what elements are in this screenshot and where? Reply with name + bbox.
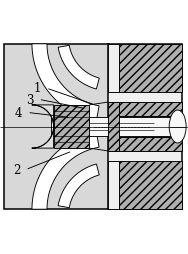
Bar xyxy=(4,45,109,209)
Bar xyxy=(119,45,182,92)
Polygon shape xyxy=(58,164,99,208)
Polygon shape xyxy=(32,105,54,149)
Polygon shape xyxy=(32,133,99,209)
Text: 3: 3 xyxy=(26,93,34,106)
Bar xyxy=(108,162,119,209)
Text: 4: 4 xyxy=(15,106,23,119)
Bar xyxy=(119,103,182,117)
Text: 2: 2 xyxy=(13,164,21,177)
Polygon shape xyxy=(32,45,99,121)
Bar xyxy=(108,45,182,209)
Text: 1: 1 xyxy=(34,82,41,95)
Bar xyxy=(119,162,182,209)
Ellipse shape xyxy=(169,110,186,144)
Bar xyxy=(108,45,119,92)
Bar xyxy=(119,137,182,151)
Bar xyxy=(51,118,182,136)
Bar xyxy=(54,105,89,149)
Bar xyxy=(108,103,119,151)
Bar xyxy=(108,103,182,151)
Polygon shape xyxy=(58,46,99,90)
